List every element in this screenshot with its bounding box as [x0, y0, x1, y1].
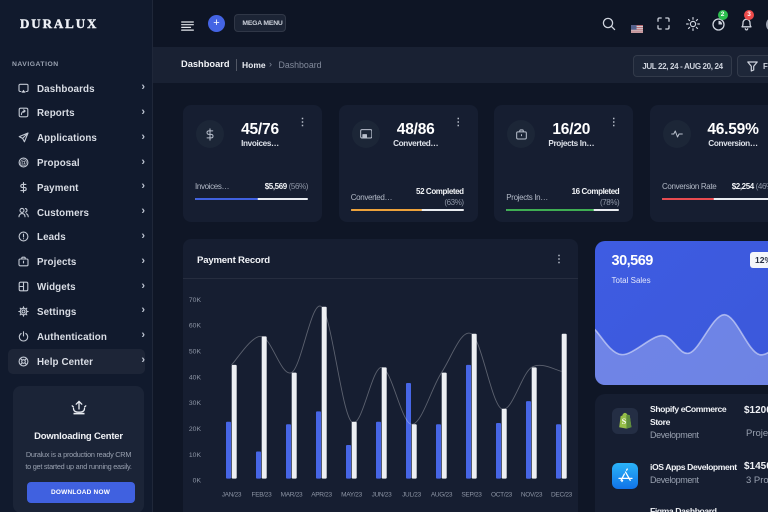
- svg-text:30K: 30K: [189, 400, 202, 407]
- svg-text:0K: 0K: [193, 478, 202, 485]
- svg-text:AUG/23: AUG/23: [431, 492, 453, 499]
- svg-text:20K: 20K: [189, 426, 202, 433]
- svg-text:40K: 40K: [189, 374, 202, 381]
- svg-text:FEB/23: FEB/23: [252, 492, 273, 499]
- svg-text:MAR/23: MAR/23: [281, 492, 303, 499]
- svg-text:@: @: [20, 158, 28, 167]
- svg-text:JUL/23: JUL/23: [402, 492, 421, 499]
- svg-text:DEC/23: DEC/23: [551, 492, 573, 499]
- svg-text:MAY/23: MAY/23: [341, 492, 363, 499]
- svg-text:60K: 60K: [189, 323, 202, 330]
- svg-text:JAN/23: JAN/23: [222, 492, 242, 499]
- svg-text:NOV/23: NOV/23: [521, 492, 543, 499]
- svg-text:SEP/23: SEP/23: [461, 492, 482, 499]
- svg-text:70K: 70K: [189, 297, 202, 304]
- svg-text:APR/23: APR/23: [311, 492, 332, 499]
- svg-text:S: S: [622, 417, 627, 426]
- svg-text:10K: 10K: [189, 452, 202, 459]
- svg-text:OCT/23: OCT/23: [491, 492, 513, 499]
- svg-text:50K: 50K: [189, 349, 202, 356]
- svg-text:JUN/23: JUN/23: [372, 492, 393, 499]
